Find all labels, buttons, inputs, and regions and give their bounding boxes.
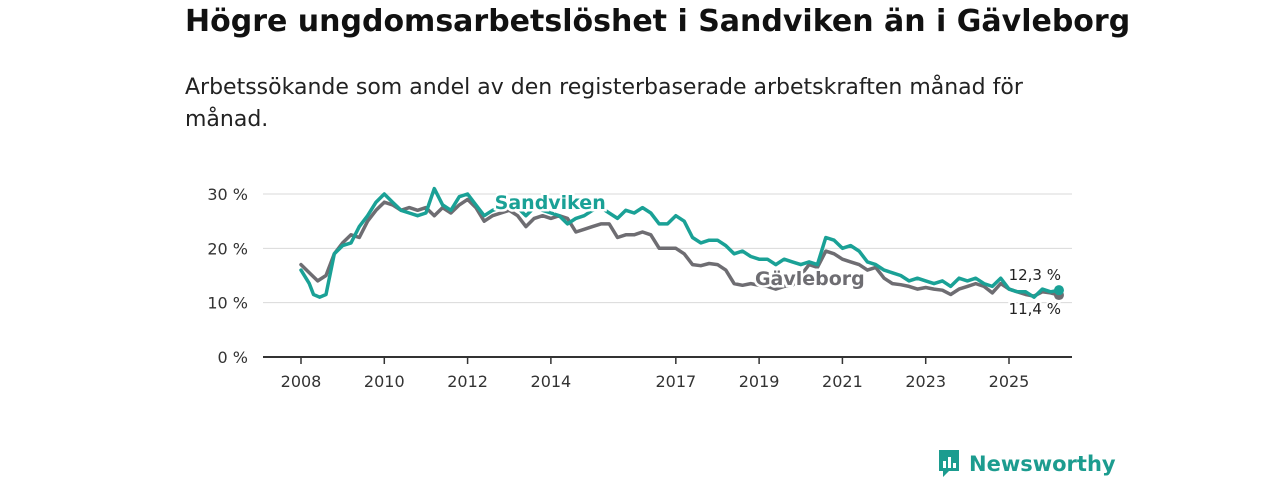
series-name-label: Sandviken [495, 192, 606, 214]
brand-name: Newsworthy [969, 452, 1116, 476]
x-tick-label: 2012 [447, 372, 488, 391]
x-tick-label: 2008 [281, 372, 322, 391]
x-tick-label: 2014 [531, 372, 572, 391]
y-tick-label: 20 % [207, 239, 248, 258]
x-axis-ticks: 2008 2010 2012 2014 2017 2019 2021 2023 2025 [281, 357, 1030, 391]
brand-logo: Newsworthy [937, 449, 1116, 479]
series-layer [299, 186, 1064, 301]
x-tick-label: 2017 [655, 372, 696, 391]
series-line-sandviken [299, 186, 1061, 299]
series-end-value: 12,3 % [1009, 266, 1061, 284]
series-labels: Sandviken Gävleborg 12,3 % 11,4 % [492, 190, 1063, 321]
x-tick-label: 2023 [905, 372, 946, 391]
y-tick-label: 10 % [207, 294, 248, 313]
x-tick-label: 2019 [739, 372, 780, 391]
x-tick-label: 2021 [822, 372, 863, 391]
chart-title: Högre ungdomsarbetslöshet i Sandviken än… [185, 4, 1131, 39]
x-tick-label: 2025 [989, 372, 1030, 391]
chart-subtitle: Arbetssökande som andel av den registerb… [185, 75, 1023, 132]
series-name-label: Gävleborg [755, 268, 865, 290]
newsworthy-logo-icon [939, 450, 959, 477]
x-tick-label: 2010 [364, 372, 405, 391]
y-tick-label: 0 % [218, 348, 248, 367]
y-axis-ticks: 0 % 10 % 20 % 30 % [207, 185, 248, 367]
series-end-point [1053, 285, 1064, 296]
y-tick-label: 30 % [207, 185, 248, 204]
gridlines [263, 193, 1072, 358]
series-end-value: 11,4 % [1009, 300, 1061, 318]
